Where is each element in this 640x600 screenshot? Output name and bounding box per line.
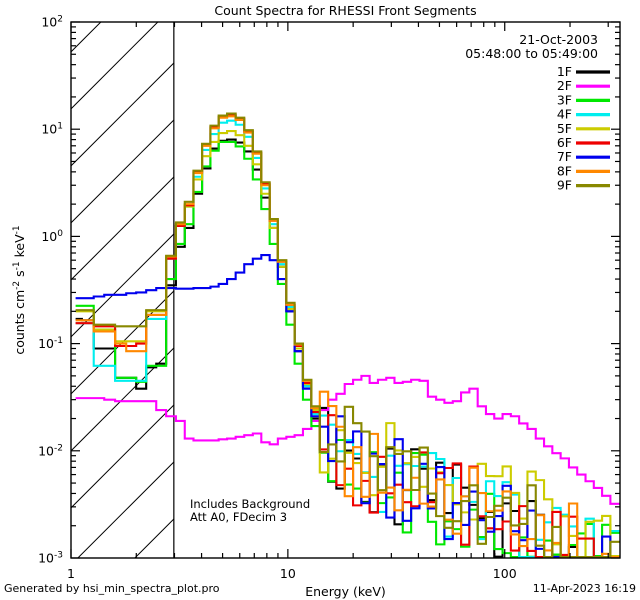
legend-label-1f: 1F: [557, 64, 572, 79]
series-2f: [75, 374, 620, 505]
hatched-low-energy-region: [71, 22, 175, 558]
annotation-1: Att A0, FDecim 3: [190, 510, 287, 524]
footer-left: Generated by hsi_min_spectra_plot.pro: [4, 582, 220, 595]
series-1f: [75, 138, 620, 558]
series-3f: [75, 140, 620, 558]
chart-title: Count Spectra for RHESSI Front Segments: [214, 3, 476, 18]
legend-label-9f: 9F: [557, 178, 572, 193]
series-6f: [75, 114, 620, 558]
y-tick-label-5: 10-3: [38, 551, 63, 566]
axis-ticks: [70, 21, 620, 559]
x-tick-label-1: 10: [280, 566, 296, 581]
y-tick-label-2: 100: [41, 229, 63, 244]
legend-label-4f: 4F: [557, 107, 572, 122]
y-tick-label-3: 10-1: [38, 336, 63, 351]
x-axis-label: Energy (keV): [305, 584, 386, 599]
x-tick-label-2: 100: [493, 566, 517, 581]
legend-label-3f: 3F: [557, 92, 572, 107]
y-tick-label-4: 10-2: [38, 443, 63, 458]
legend-label-7f: 7F: [557, 149, 572, 164]
legend-label-2f: 2F: [557, 78, 572, 93]
series-4f: [75, 119, 620, 558]
header-date: 21-Oct-2003: [519, 32, 598, 47]
y-axis-label: counts cm-2 s-1 keV-1: [12, 225, 27, 354]
y-tick-label-0: 102: [41, 15, 63, 30]
plot-frame: [70, 21, 621, 559]
series-5f: [75, 130, 620, 558]
series-group: [75, 112, 620, 558]
series-9f: [75, 112, 620, 558]
legend-label-8f: 8F: [557, 163, 572, 178]
footer-right: 11-Apr-2023 16:19: [533, 582, 636, 595]
legend-label-5f: 5F: [557, 121, 572, 136]
annotation-0: Includes Background: [190, 497, 310, 511]
legend-label-6f: 6F: [557, 135, 572, 150]
header-interval: 05:48:00 to 05:49:00: [465, 46, 598, 61]
x-tick-label-0: 1: [67, 566, 75, 581]
y-tick-label-1: 101: [41, 122, 63, 137]
series-8f: [75, 115, 620, 558]
